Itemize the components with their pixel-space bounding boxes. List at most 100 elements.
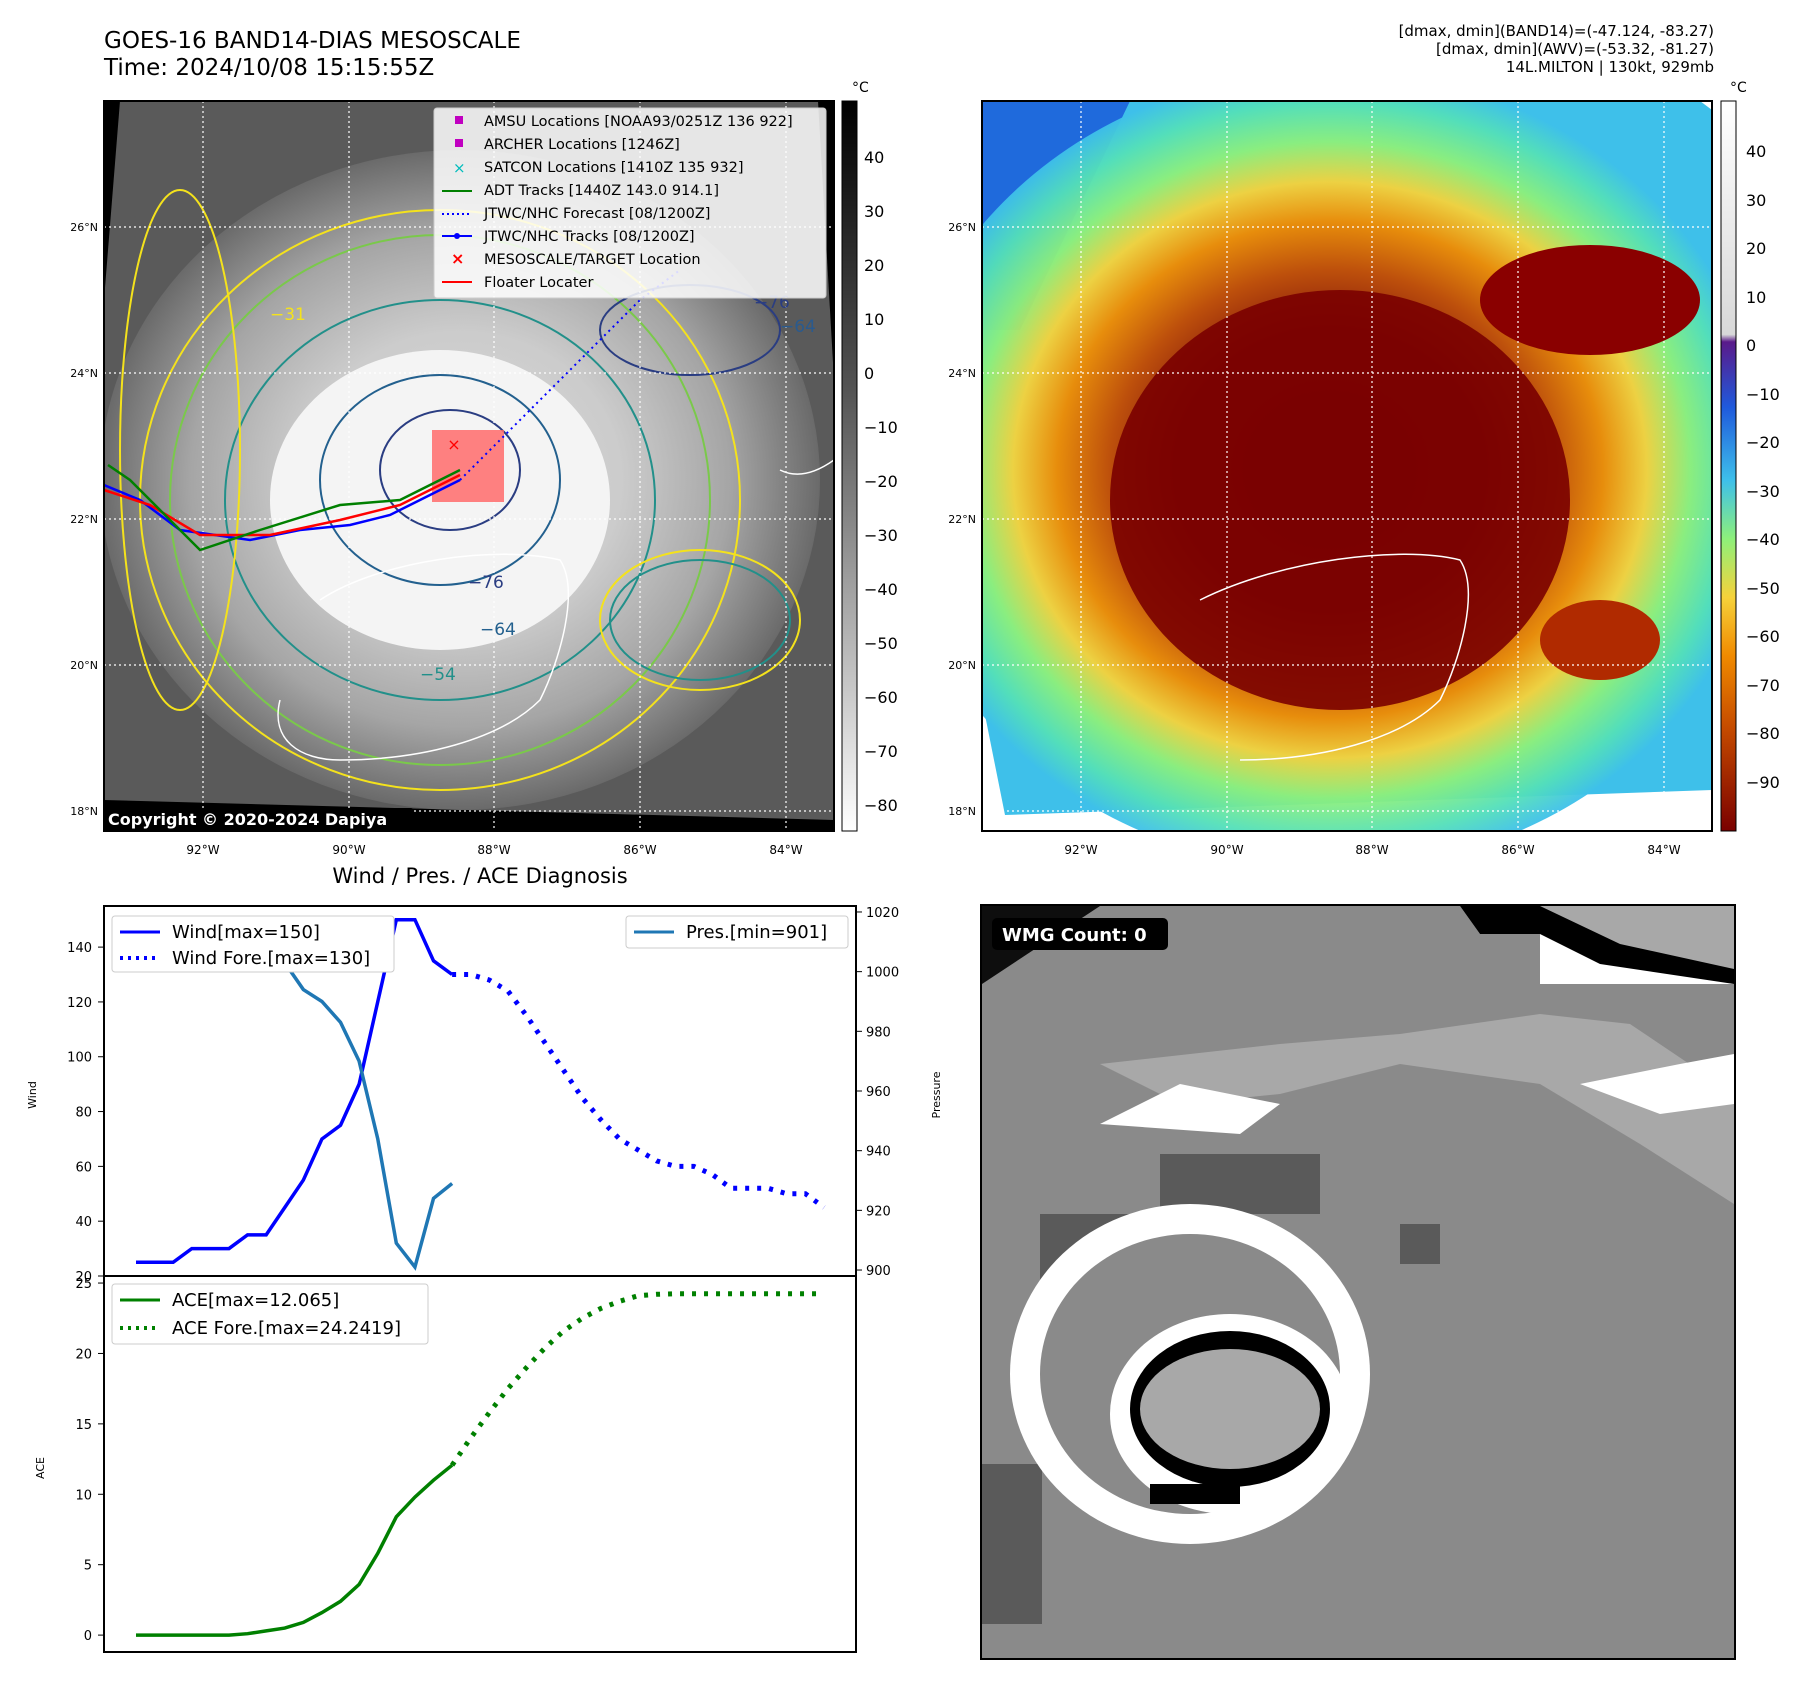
contour-label-4: −64: [480, 620, 516, 640]
legend-pressure: Pres.[min=901]: [686, 922, 827, 943]
legend-amsu: AMSU Locations [NOAA93/0251Z 136 922]: [484, 114, 793, 130]
copyright-box: [104, 808, 414, 830]
ace-forecast-line: [450, 1291, 824, 1467]
contour-label-3: −76: [468, 573, 504, 593]
lon-label: 92°W: [1064, 843, 1097, 857]
pressure-tick-label: 940: [866, 1145, 891, 1160]
pressure-tick-label: 960: [866, 1085, 891, 1100]
awv-colorbar: [1720, 100, 1737, 832]
jtwc-track: [104, 478, 461, 542]
legend-ace: ACE[max=12.065]: [172, 1290, 339, 1311]
wind-tick-label: 100: [67, 1051, 92, 1066]
lat-label: 26°N: [948, 221, 976, 234]
cbar-tick: −60: [1746, 627, 1780, 646]
cbar-tick: 0: [1746, 336, 1756, 355]
cbar-tick: −10: [1746, 385, 1780, 404]
legend-floater: Floater Locater: [484, 275, 593, 291]
contour-label-2: −64: [780, 317, 816, 337]
legend-tracks: JTWC/NHC Tracks [08/1200Z]: [483, 229, 695, 245]
lat-label: 24°N: [70, 367, 98, 380]
copyright-text: Copyright © 2020-2024 Dapiya: [108, 810, 387, 829]
lon-label: 92°W: [186, 843, 219, 857]
ace-tick-label: 15: [75, 1418, 92, 1433]
legend-forecast: JTWC/NHC Forecast [08/1200Z]: [483, 206, 710, 222]
ace-tick-label: 20: [75, 1347, 92, 1362]
awv-core: [1110, 290, 1570, 710]
title-line-2: Time: 2024/10/08 15:15:55Z: [104, 55, 435, 81]
cbar-tick: −50: [1746, 579, 1780, 598]
pressure-tick-label: 900: [866, 1264, 891, 1279]
lat-label: 20°N: [70, 659, 98, 672]
wmg-count-badge: [992, 918, 1168, 950]
wind-tick-label: 20: [75, 1270, 92, 1285]
colorbar-unit: °C: [1730, 80, 1747, 96]
cbar-tick: 40: [1746, 142, 1766, 161]
target-marker: ×: [447, 435, 460, 454]
cbar-tick: 30: [1746, 191, 1766, 210]
floater-track: [104, 473, 461, 537]
cbar-tick: −40: [1746, 530, 1780, 549]
lat-label: 18°N: [70, 805, 98, 818]
pressure-axis-label: Pressure: [930, 1071, 943, 1118]
legend-satcon: SATCON Locations [1410Z 135 932]: [484, 160, 743, 176]
cbar-tick: 40: [864, 148, 884, 167]
lat-label: 24°N: [948, 367, 976, 380]
lat-label: 26°N: [70, 221, 98, 234]
cbar-tick: 20: [864, 256, 884, 275]
cbar-tick: 10: [864, 310, 884, 329]
header-stats: [dmax, dmin](BAND14)=(-47.124, -83.27) […: [1150, 22, 1714, 76]
lat-label: 22°N: [70, 513, 98, 526]
legend-mesoscale: MESOSCALE/TARGET Location: [484, 252, 701, 268]
cbar-tick: −90: [1746, 773, 1780, 792]
title-line-1: GOES-16 BAND14-DIAS MESOSCALE: [104, 28, 521, 54]
band14-range: [dmax, dmin](BAND14)=(-47.124, -83.27): [1398, 22, 1714, 40]
cbar-tick: −80: [864, 796, 898, 815]
ace-legend: [111, 1283, 429, 1345]
lat-label: 22°N: [948, 513, 976, 526]
lon-label: 84°W: [769, 843, 802, 857]
svg-text:×: ×: [453, 159, 466, 177]
lon-label: 86°W: [1501, 843, 1534, 857]
lon-label: 88°W: [1355, 843, 1388, 857]
colorbar-unit: °C: [852, 80, 869, 96]
legend-adt: ADT Tracks [1440Z 143.0 914.1]: [484, 183, 719, 199]
cbar-tick: −60: [864, 688, 898, 707]
wind-legend: [111, 915, 395, 973]
lat-label: 20°N: [948, 659, 976, 672]
cbar-tick: 30: [864, 202, 884, 221]
wind-tick-label: 60: [75, 1160, 92, 1175]
ace-tick-label: 0: [84, 1629, 92, 1644]
legend-wind: Wind[max=150]: [172, 922, 320, 943]
ace-tick-label: 5: [84, 1559, 92, 1574]
wind-tick-label: 120: [67, 996, 92, 1011]
cbar-tick: 20: [1746, 239, 1766, 258]
band14-map: × −76 −64 −76 −64 −54 −31 Copyright © 20…: [70, 80, 898, 857]
lon-label: 84°W: [1647, 843, 1680, 857]
cbar-tick: −30: [864, 526, 898, 545]
cbar-tick: −10: [864, 418, 898, 437]
lon-label: 90°W: [332, 843, 365, 857]
awv-range: [dmax, dmin](AWV)=(-53.32, -81.27): [1435, 40, 1714, 58]
cbar-tick: −20: [864, 472, 898, 491]
wind-tick-label: 140: [67, 941, 92, 956]
cbar-tick: −50: [864, 634, 898, 653]
ace-tick-label: 25: [75, 1277, 92, 1292]
map-legend: [433, 107, 827, 299]
grayscale-colorbar: [841, 100, 858, 832]
legend-ace-fore: ACE Fore.[max=24.2419]: [172, 1318, 401, 1339]
main-title: GOES-16 BAND14-DIAS MESOSCALE Time: 2024…: [104, 28, 521, 82]
cbar-tick: −70: [864, 742, 898, 761]
diagnosis-charts: Wind Pressure ACE 2040608010012014090092…: [26, 905, 943, 1653]
diagnosis-title: Wind / Pres. / ACE Diagnosis: [332, 864, 628, 888]
wind-tick-label: 40: [75, 1215, 92, 1230]
awv-map: 26°N 24°N 22°N 20°N 18°N 92°W 90°W 88°W …: [948, 80, 1780, 857]
lon-label: 86°W: [623, 843, 656, 857]
awv-cell: [1480, 245, 1700, 355]
cbar-tick: 0: [864, 364, 874, 383]
contour-label-6: −31: [270, 305, 306, 325]
lat-label: 18°N: [948, 805, 976, 818]
pressure-legend: [625, 915, 849, 949]
wind-line: [136, 917, 454, 1265]
mesoscale-target-box: [432, 430, 504, 502]
cbar-tick: −80: [1746, 724, 1780, 743]
